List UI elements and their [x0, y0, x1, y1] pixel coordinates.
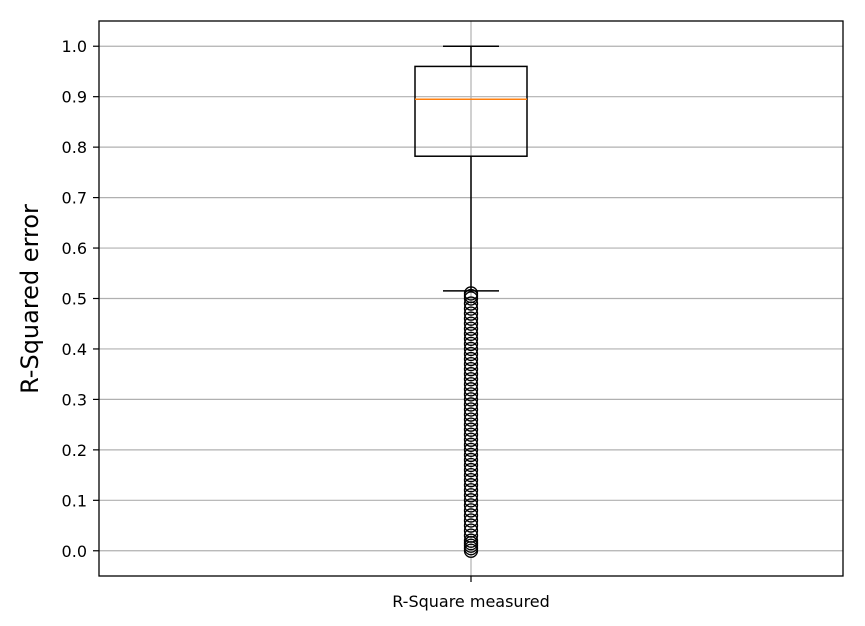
outlier-point	[463, 306, 479, 321]
outlier-point	[463, 341, 479, 357]
outlier-point	[463, 467, 479, 483]
outlier-point	[463, 432, 479, 447]
outlier-point	[463, 326, 479, 341]
outlier-point	[463, 331, 479, 347]
outlier-point	[463, 402, 479, 417]
outlier-point	[463, 518, 479, 533]
outlier-point	[463, 442, 479, 458]
outlier-point	[463, 286, 479, 301]
y-tick-label: 0.0	[62, 542, 87, 561]
outlier-point	[463, 498, 479, 513]
outlier-point	[463, 523, 479, 538]
outlier-point	[463, 472, 479, 488]
y-tick-label: 0.6	[62, 239, 87, 258]
outlier-point	[463, 412, 479, 427]
outlier-point	[463, 372, 479, 387]
outlier-point	[463, 478, 479, 493]
outlier-point	[463, 508, 479, 523]
outlier-point	[463, 316, 479, 331]
outlier-point	[463, 361, 479, 377]
y-tick-label: 0.7	[62, 189, 87, 208]
outlier-point	[463, 533, 479, 548]
outlier-point	[463, 427, 479, 442]
y-tick-label: 0.8	[62, 138, 87, 157]
outlier-point	[463, 377, 479, 392]
outlier-point	[463, 387, 479, 402]
grid-lines	[99, 21, 843, 576]
box-plot-marks	[414, 45, 528, 558]
outlier-point	[463, 321, 479, 336]
outlier-point	[463, 351, 479, 367]
outlier-point	[463, 422, 479, 437]
outlier-point	[463, 392, 479, 407]
outlier-point	[463, 457, 479, 473]
y-axis-label: R-Squared error	[16, 204, 44, 394]
y-tick-label: 0.5	[62, 290, 87, 309]
outlier-point	[463, 447, 479, 463]
y-tick-label: 0.3	[62, 390, 87, 409]
outlier-point	[463, 513, 479, 528]
box-iqr	[414, 65, 528, 157]
outlier-point	[463, 417, 479, 432]
y-tick-label: 0.9	[62, 88, 87, 107]
outlier-point	[463, 503, 479, 518]
y-tick-label: 0.1	[62, 491, 87, 510]
outlier-point	[463, 397, 479, 412]
outlier-point	[463, 346, 479, 362]
y-tick-label: 1.0	[62, 37, 87, 56]
outlier-point	[463, 483, 479, 498]
outlier-point	[463, 488, 479, 503]
outlier-point	[463, 382, 479, 397]
outlier-point	[463, 452, 479, 468]
y-tick-label: 0.4	[62, 340, 87, 359]
outlier-point	[463, 336, 479, 352]
outlier-point	[463, 311, 479, 326]
outlier-point	[463, 528, 479, 543]
outlier-point	[463, 493, 479, 508]
outlier-point	[463, 367, 479, 382]
outlier-point	[463, 462, 479, 478]
y-tick-label: 0.2	[62, 441, 87, 460]
outlier-point	[463, 356, 479, 372]
axes: 0.0 0.1 0.2 0.3 0.4 0.5 0.6 0.7 0.8 0.9 1.0	[62, 37, 472, 582]
outlier-point	[463, 407, 479, 422]
outlier-point	[463, 296, 479, 311]
outlier-point	[463, 437, 479, 452]
x-tick-label: R-Square measured	[392, 592, 550, 611]
